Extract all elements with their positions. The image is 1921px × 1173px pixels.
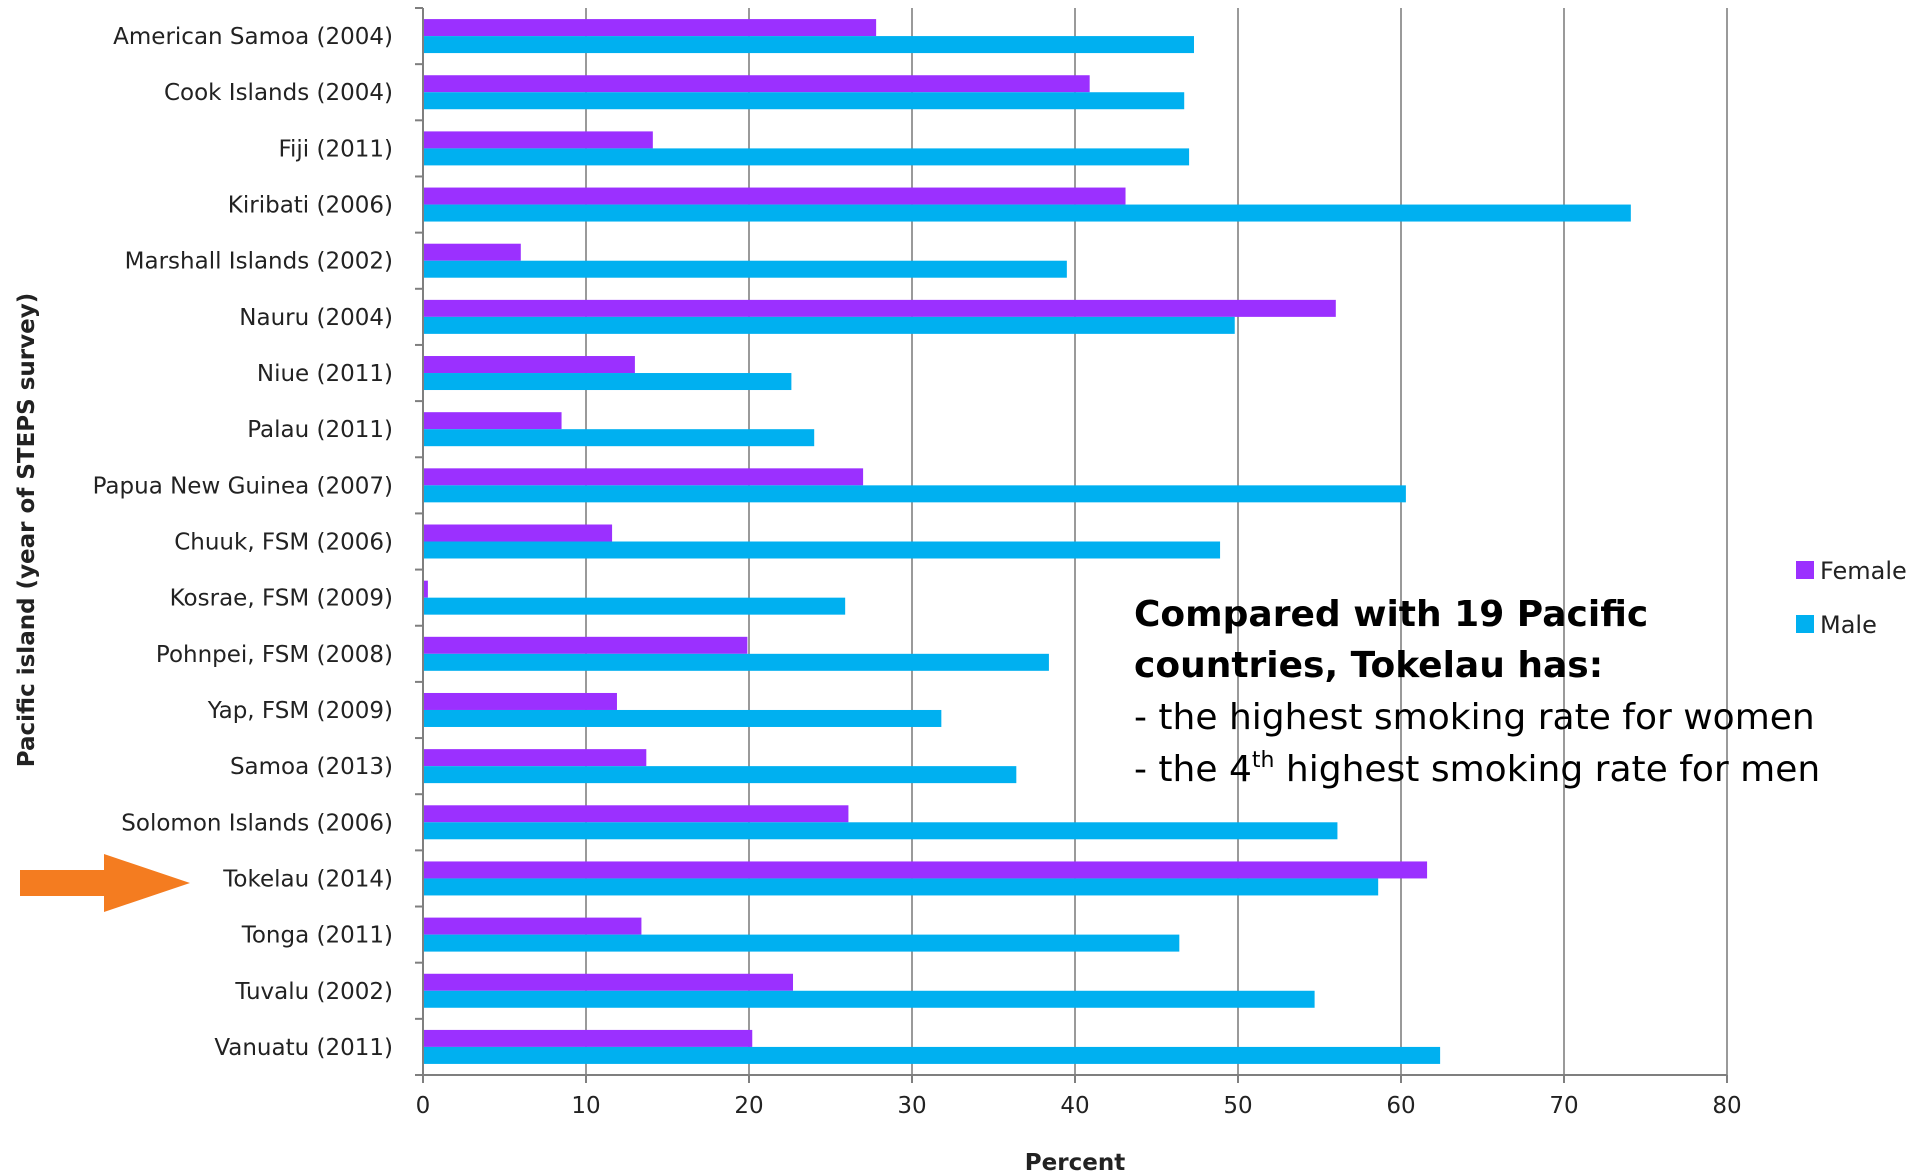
legend-label-female: Female <box>1820 557 1907 585</box>
bar-male <box>423 92 1185 110</box>
x-tick-label: 70 <box>1549 1093 1578 1119</box>
annotation-heading-line-1: Compared with 19 Pacific <box>1134 594 1648 635</box>
bar-female <box>423 973 794 991</box>
annotation-text: Compared with 19 Pacific countries, Toke… <box>1134 594 1820 790</box>
category-label: Kosrae, FSM (2009) <box>170 586 393 612</box>
bar-male <box>423 597 846 615</box>
annotation-heading-line-2: countries, Tokelau has: <box>1134 645 1603 686</box>
bar-female <box>423 749 647 767</box>
bar-male <box>423 822 1338 840</box>
bars <box>423 19 1631 1064</box>
legend-label-male: Male <box>1820 611 1877 639</box>
bar-male <box>423 709 942 727</box>
bar-female <box>423 19 877 37</box>
x-tick-label: 80 <box>1712 1093 1741 1119</box>
bar-female <box>423 131 653 149</box>
bar-male <box>423 990 1315 1008</box>
bar-male <box>423 541 1221 559</box>
x-tick-label: 60 <box>1386 1093 1415 1119</box>
bar-male <box>423 204 1631 222</box>
category-label: Pohnpei, FSM (2008) <box>156 642 393 668</box>
annotation-bullet-2-post: highest smoking rate for men <box>1274 749 1820 790</box>
category-labels: American Samoa (2004) Cook Islands (2004)… <box>93 24 393 1061</box>
category-label: Tokelau (2014) <box>222 866 393 892</box>
x-tick-label: 10 <box>571 1093 600 1119</box>
category-label: Tonga (2011) <box>241 923 393 949</box>
bar-female <box>423 861 1428 879</box>
bar-male <box>423 766 1017 784</box>
category-label: Kiribati (2006) <box>228 193 393 219</box>
x-axis-title: Percent <box>1025 1150 1125 1173</box>
category-label: Fiji (2011) <box>278 136 393 162</box>
annotation-bullet-2: - the 4th highest smoking rate for men <box>1134 748 1820 790</box>
category-label: Nauru (2004) <box>239 305 393 331</box>
bar-male <box>423 260 1067 278</box>
bar-female <box>423 75 1090 93</box>
bar-female <box>423 243 521 261</box>
x-tick-label: 40 <box>1060 1093 1089 1119</box>
category-label: Palau (2011) <box>247 417 393 443</box>
legend-swatch-female <box>1796 561 1814 579</box>
category-label: Solomon Islands (2006) <box>121 810 393 836</box>
legend: Female Male <box>1796 557 1907 639</box>
x-tick-label: 50 <box>1223 1093 1252 1119</box>
bar-female <box>423 187 1126 205</box>
bar-male <box>423 934 1180 952</box>
bar-female <box>423 692 617 710</box>
bar-female <box>423 805 849 823</box>
bar-male <box>423 36 1194 54</box>
category-label: Vanuatu (2011) <box>214 1035 393 1061</box>
legend-swatch-male <box>1796 615 1814 633</box>
bar-male <box>423 485 1406 503</box>
bar-female <box>423 299 1336 317</box>
category-label: Marshall Islands (2002) <box>125 249 393 275</box>
bar-female <box>423 412 562 430</box>
category-label: Cook Islands (2004) <box>164 80 393 106</box>
bar-female <box>423 524 613 542</box>
x-tick-labels: 0 10 20 30 40 50 60 70 80 <box>416 1075 1742 1119</box>
category-label: Chuuk, FSM (2006) <box>174 530 393 556</box>
bar-female <box>423 580 428 598</box>
annotation-bullet-2-pre: - the 4 <box>1134 749 1252 790</box>
category-label: Yap, FSM (2009) <box>207 698 393 724</box>
bar-male <box>423 316 1235 334</box>
bar-female <box>423 917 642 935</box>
annotation-bullet-2-sup: th <box>1252 748 1275 773</box>
x-tick-label: 20 <box>734 1093 763 1119</box>
x-tick-label: 30 <box>897 1093 926 1119</box>
bar-male <box>423 653 1049 671</box>
bar-female <box>423 1029 753 1047</box>
bar-female <box>423 636 748 654</box>
bar-male <box>423 373 792 391</box>
bar-male <box>423 1046 1441 1064</box>
bar-male <box>423 148 1190 166</box>
bar-female <box>423 356 635 374</box>
bar-male <box>423 878 1379 896</box>
x-tick-label: 0 <box>416 1093 431 1119</box>
category-label: Niue (2011) <box>257 361 393 387</box>
highlight-arrow-icon <box>20 854 190 912</box>
category-label: Tuvalu (2002) <box>234 979 393 1005</box>
bar-female <box>423 468 864 486</box>
category-label: Samoa (2013) <box>230 754 393 780</box>
annotation-bullet-1: - the highest smoking rate for women <box>1134 697 1815 738</box>
category-label: American Samoa (2004) <box>113 24 393 50</box>
y-axis-title: Pacific island (year of STEPS survey) <box>14 293 40 767</box>
category-label: Papua New Guinea (2007) <box>93 473 393 499</box>
bar-male <box>423 429 815 447</box>
